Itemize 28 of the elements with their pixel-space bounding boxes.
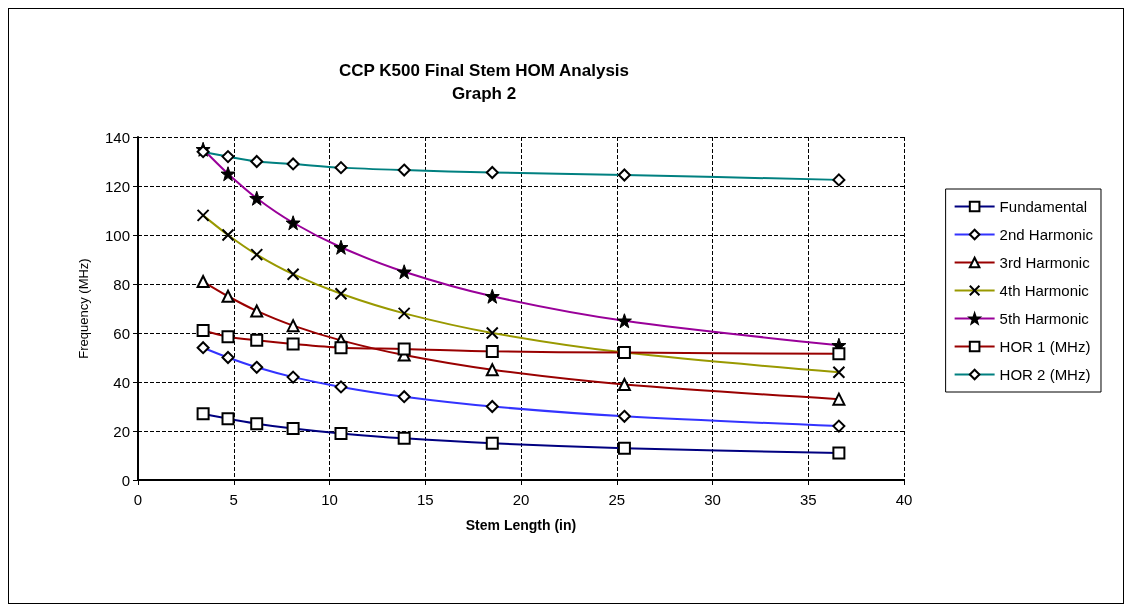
chart-title: CCP K500 Final Stem HOM Analysis xyxy=(338,61,630,80)
x-axis-title: Stem Length (in) xyxy=(465,517,577,533)
y-tick-label: 0 xyxy=(121,471,130,489)
x-tick-label: 10 xyxy=(321,491,338,508)
y-tick-label: 60 xyxy=(113,324,130,342)
legend-label: HOR 2 (MHz) xyxy=(999,366,1091,383)
chart-subtitle: Graph 2 xyxy=(451,84,517,103)
x-tick-label: 15 xyxy=(416,491,434,508)
x-tick-label: 20 xyxy=(512,491,530,508)
x-tick-label: 0 xyxy=(133,491,143,508)
x-tick-label: 30 xyxy=(704,491,721,508)
legend-label: Fundamental xyxy=(999,198,1088,215)
legend-label: 2nd Harmonic xyxy=(999,226,1094,243)
y-tick-label: 80 xyxy=(113,275,130,293)
y-tick-label: 40 xyxy=(113,373,130,391)
legend-label: 4th Harmonic xyxy=(999,282,1090,299)
legend-label: 5th Harmonic xyxy=(999,310,1090,327)
y-tick-label: 140 xyxy=(104,128,130,146)
x-tick-label: 25 xyxy=(608,491,626,508)
y-tick-label: 20 xyxy=(113,422,130,440)
legend-label: 3rd Harmonic xyxy=(999,254,1091,271)
legend-label: HOR 1 (MHz) xyxy=(999,338,1091,355)
x-tick-label: 35 xyxy=(799,491,817,508)
x-tick-label: 40 xyxy=(895,491,913,508)
y-axis-title: Frequency (MHz) xyxy=(76,258,91,359)
y-tick-label: 100 xyxy=(104,226,130,244)
x-tick-label: 5 xyxy=(229,491,238,508)
y-tick-label: 120 xyxy=(104,177,130,195)
